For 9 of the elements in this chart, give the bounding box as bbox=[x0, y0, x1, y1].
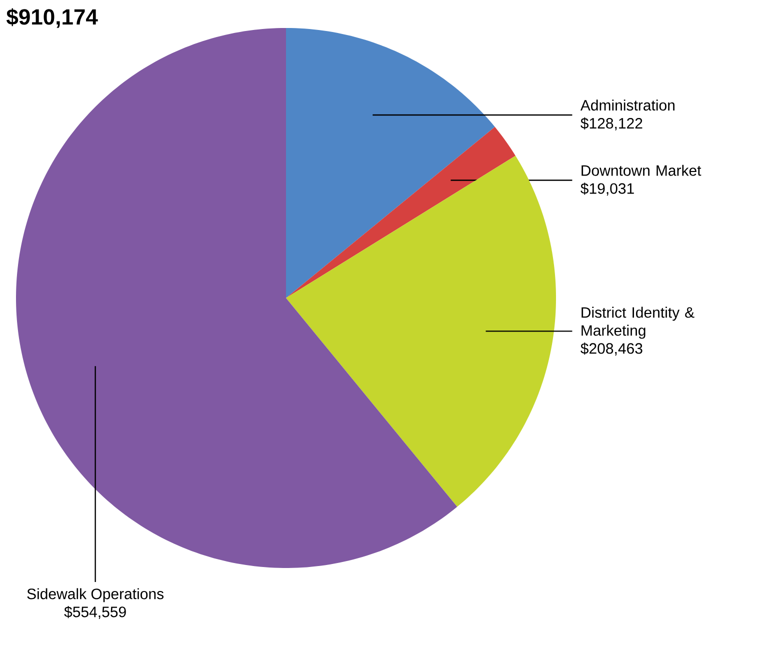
data-label: $19,031 bbox=[580, 182, 634, 196]
chart-title: $910,174 bbox=[6, 8, 98, 28]
data-label: $128,122 bbox=[580, 117, 642, 130]
data-label: $554,559 bbox=[64, 606, 126, 619]
slice-label: District Identity & Marketing bbox=[582, 306, 694, 339]
slice-label: Sidewalk Operations bbox=[27, 588, 164, 602]
slice-label: Administration bbox=[580, 100, 674, 111]
slice-label: Downtown Market bbox=[582, 164, 702, 176]
data-label: $208,463 bbox=[580, 342, 642, 356]
